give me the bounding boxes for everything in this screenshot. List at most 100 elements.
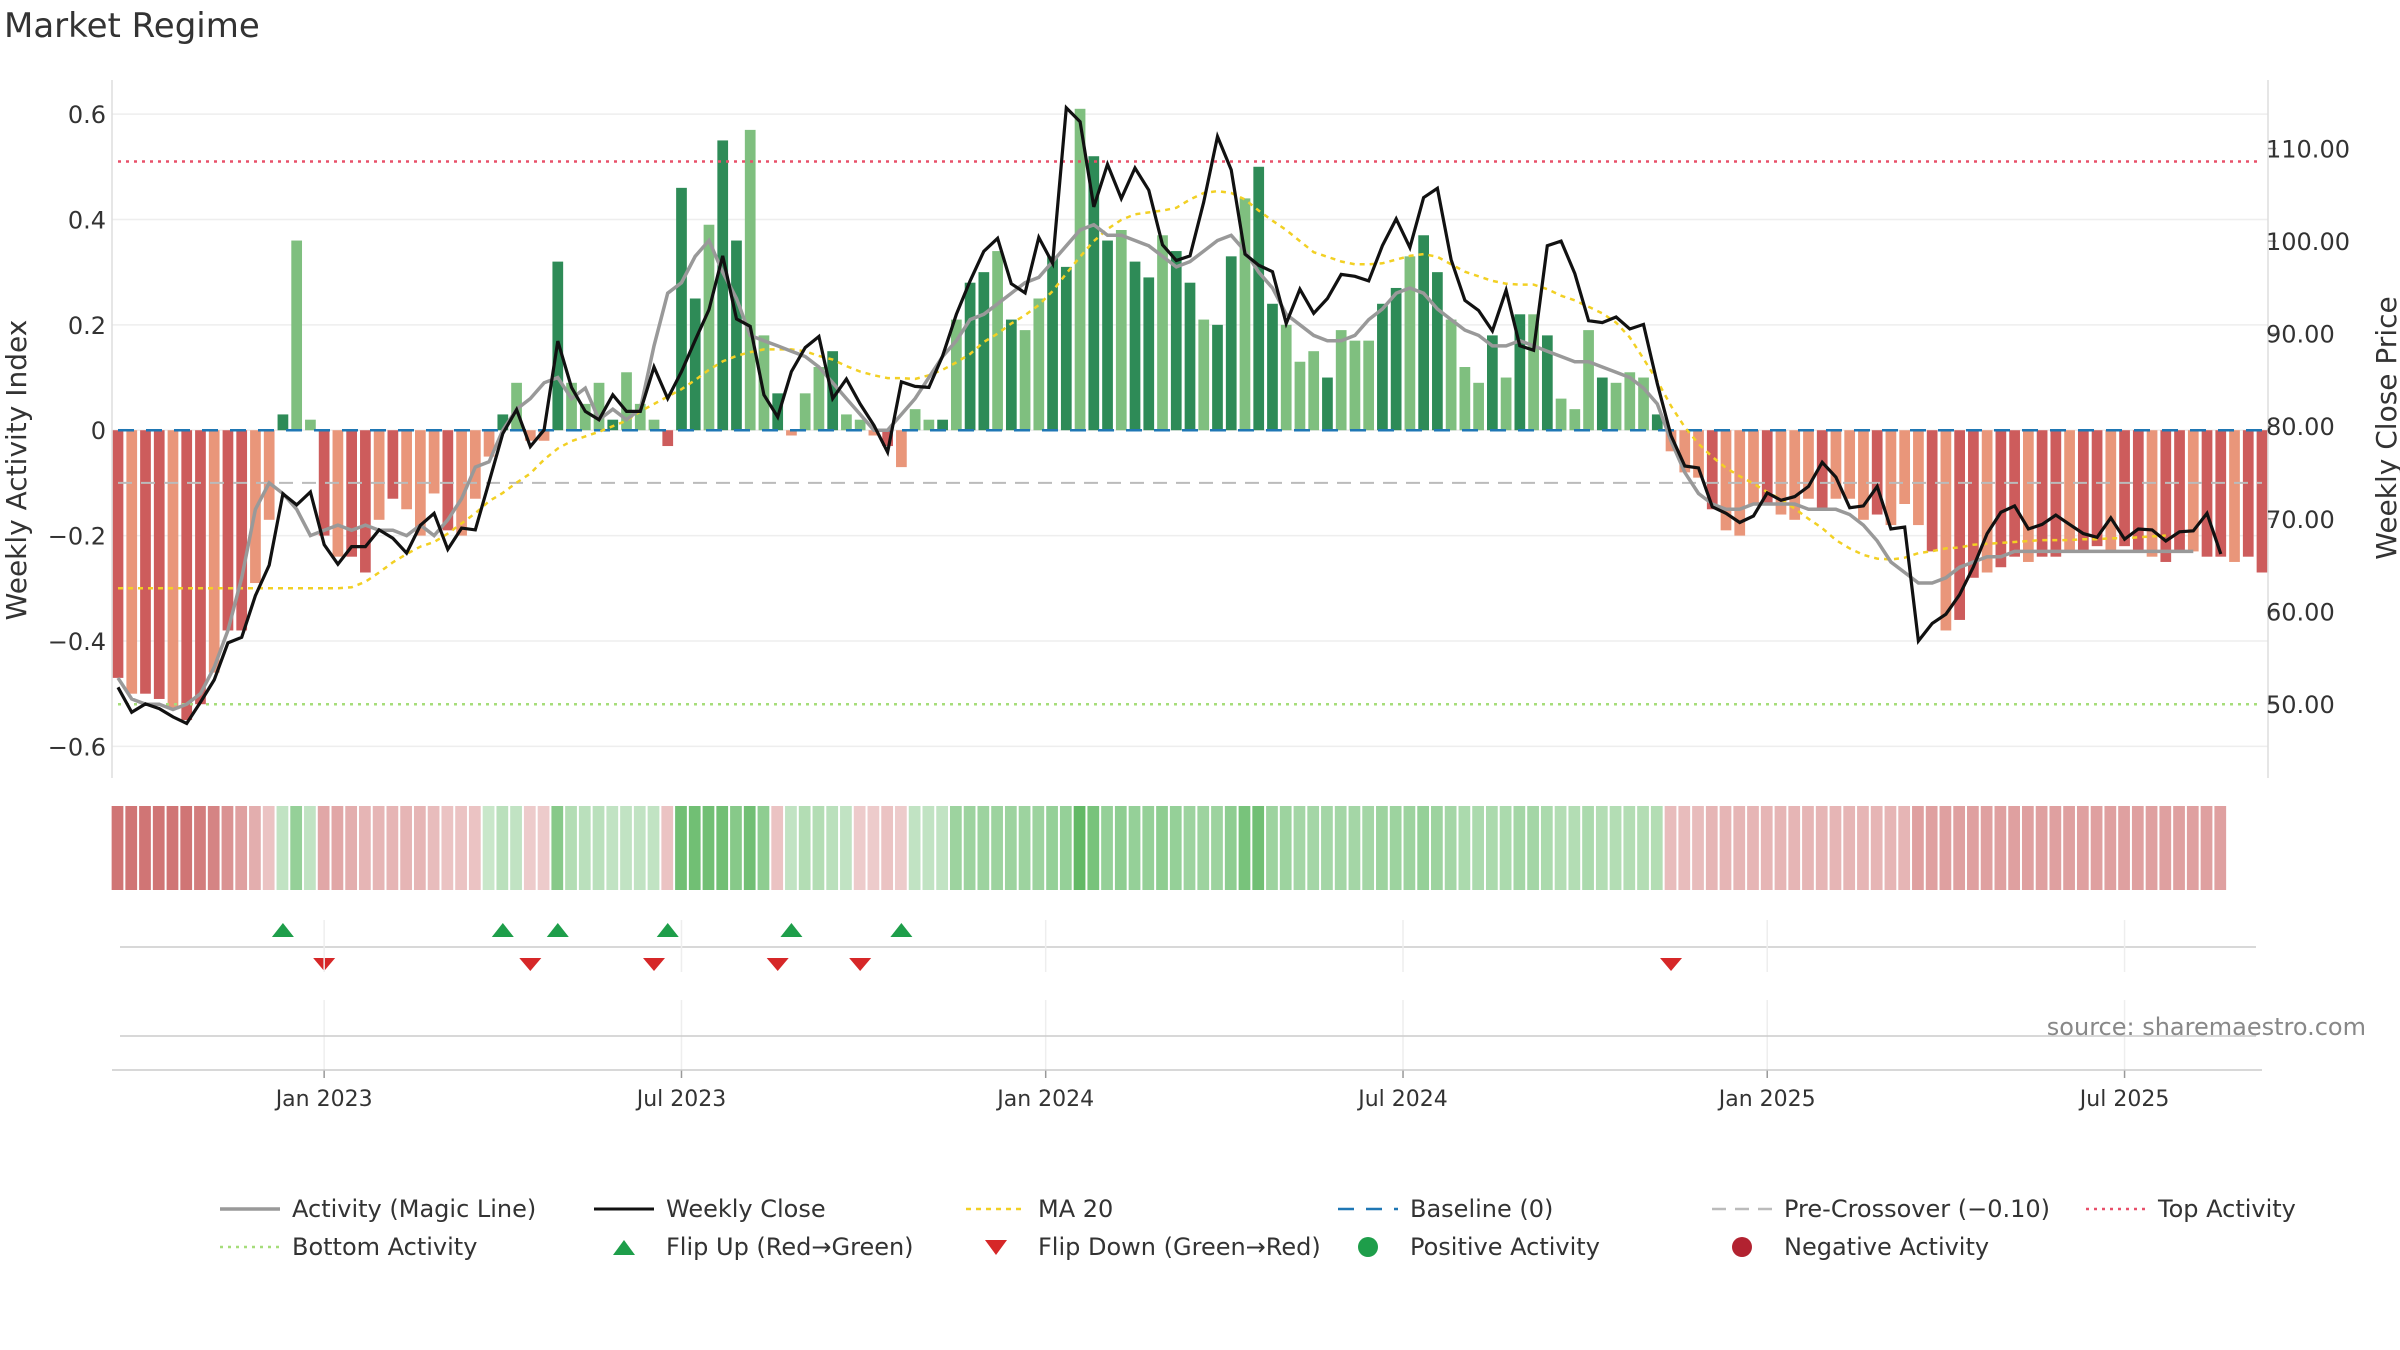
regime-cell [757,806,770,890]
regime-cell [1692,806,1704,890]
activity-bar [992,251,1003,431]
activity-bar [717,140,729,431]
reference-lines [118,160,2262,706]
regime-cell [2104,806,2117,890]
regime-cell [1224,806,1237,890]
activity-bar [1143,277,1155,431]
activity-bar [937,419,948,431]
left-tick-label: −0.6 [48,733,106,761]
regime-cell [1774,806,1787,890]
right-tick-label: 50.00 [2266,691,2335,719]
flip-down-marker [643,958,665,971]
activity-bar [1926,430,1938,552]
activity-bar [1500,377,1512,431]
activity-bar [1280,324,1292,431]
flip-markers [120,923,2256,971]
regime-cell [1073,806,1086,890]
activity-bar [593,382,605,431]
activity-bar [1748,430,1759,504]
activity-bar [909,409,921,431]
regime-cell [702,806,715,890]
regime-cell [1046,806,1058,890]
activity-bar [2229,430,2240,562]
regime-cell [675,806,687,890]
activity-bar [2146,430,2158,557]
x-tick-label: Jul 2023 [635,1087,727,1112]
activity-bar [442,430,454,531]
regime-cell [661,806,674,890]
regime-cell [977,806,990,890]
activity-bar [676,187,687,431]
activity-bar [1830,430,1842,499]
regime-cell [1788,806,1801,890]
activity-bar [2187,430,2199,552]
regime-cell [441,806,454,890]
activity-bar [538,430,550,441]
regime-strip [111,806,2227,890]
activity-bar [112,430,124,678]
activity-bar [1390,287,1402,431]
regime-cell [221,806,234,890]
regime-cell [1980,806,1993,890]
legend: Activity (Magic Line) Weekly Close MA 20 Ba… [0,1195,2400,1285]
regime-cell [1472,806,1484,890]
activity-bar [1995,430,2007,568]
activity-bar [950,319,962,431]
legend-item-flipup: Flip Up (Red→Green) [594,1233,914,1261]
regime-cell [1334,806,1347,890]
right-tick-label: 80.00 [2266,413,2335,441]
legend-label: Pre-Crossover (−0.10) [1784,1195,2051,1223]
regime-cell [1059,806,1072,890]
left-tick-label: 0 [91,417,106,445]
activity-bar [181,430,193,721]
regime-cell [2090,806,2103,890]
regime-cell [633,806,646,890]
activity-bar [731,240,742,431]
activity-bar [634,403,646,431]
activity-bar [2215,430,2227,557]
activity-bar [195,430,206,705]
activity-bar [1885,430,1897,526]
regime-cell [867,806,880,890]
legend-symbol [1712,1207,1772,1211]
activity-bar [153,430,165,699]
activity-bar [469,430,481,499]
activity-bar [360,430,371,573]
activity-bar [1047,256,1058,431]
regime-cell [1293,806,1306,890]
regime-cell [1485,806,1498,890]
regime-cell [1004,806,1017,890]
regime-cell [235,806,248,890]
legend-symbol [220,1207,280,1211]
regime-cell [2021,806,2034,890]
activity-bar [1528,314,1539,431]
regime-cell [1266,806,1278,890]
bottom-panels: Jan 2023 Jul 2023 Jan 2024 Jul 2024 Jan 2025… [112,920,2262,1112]
legend-symbol [2086,1207,2146,1211]
chart-title: Market Regime [4,6,260,46]
activity-bar [1377,303,1388,431]
ma20-line [118,189,2166,590]
activity-bar [1294,361,1306,431]
legend-label: MA 20 [1038,1195,1114,1223]
regime-cell [1252,806,1265,890]
regime-cell [1994,806,2007,890]
activity-bar [208,430,220,673]
activity-bar [277,414,289,431]
regime-cell [125,806,138,890]
flip-up-marker [890,923,913,937]
activity-bar [222,430,234,631]
regime-cell [1802,806,1814,890]
legend-symbol [985,1240,1007,1255]
regime-cell [565,806,577,890]
regime-cell [991,806,1003,890]
magic-line [116,222,2194,712]
activity-bar [2132,430,2144,552]
activity-bar [1555,398,1567,431]
activity-bar [346,430,358,557]
legend-item-top: Top Activity [2086,1195,2296,1223]
legend-label: Activity (Magic Line) [292,1195,537,1223]
activity-bar [1693,430,1704,478]
activity-bar [318,430,330,536]
regime-cell [716,806,729,890]
